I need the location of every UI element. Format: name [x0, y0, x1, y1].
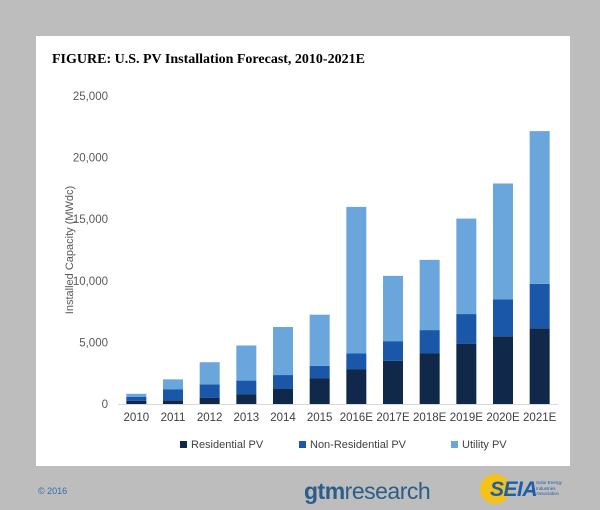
bar-residential-pv [346, 369, 367, 404]
bar-residential-pv [126, 400, 147, 404]
bar-non-residential-pv [273, 375, 293, 389]
bar-utility-pv [236, 345, 257, 381]
bar-residential-pv [383, 360, 403, 404]
bar-non-residential-pv [529, 283, 550, 329]
x-tick-label: 2011 [161, 412, 186, 424]
copyright-text: © 2016 [38, 486, 68, 496]
bar-utility-pv [383, 275, 403, 342]
bar-non-residential-pv [419, 330, 440, 354]
gtm-logo-part2: research [344, 478, 431, 504]
bar-utility-pv [126, 393, 147, 397]
bar-utility-pv [419, 259, 440, 331]
bar-utility-pv [346, 206, 367, 354]
seia-logo: SEIA Solar Energy Industries Association [480, 472, 570, 508]
legend-swatch [299, 441, 306, 448]
chart-card [36, 36, 570, 466]
y-tick-label: 20,000 [73, 153, 108, 165]
y-tick-label: 15,000 [73, 214, 108, 226]
bar-non-residential-pv [346, 353, 367, 370]
bar-non-residential-pv [126, 396, 147, 401]
x-tick-label: 2018E [413, 412, 447, 424]
bar-non-residential-pv [199, 384, 220, 398]
bar-utility-pv [493, 183, 513, 300]
y-tick-label: 10,000 [73, 276, 108, 288]
y-tick-label: 5,000 [79, 337, 108, 349]
bar-utility-pv [273, 327, 293, 376]
y-tick-label: 25,000 [73, 91, 108, 103]
bar-residential-pv [199, 397, 220, 404]
legend-label: Utility PV [462, 439, 507, 451]
bar-utility-pv [309, 314, 330, 366]
bar-utility-pv [163, 379, 183, 390]
bar-non-residential-pv [309, 365, 330, 379]
bar-non-residential-pv [493, 299, 513, 337]
legend-swatch [451, 441, 458, 448]
y-tick-label: 0 [102, 399, 108, 411]
x-tick-label: 2010 [124, 412, 150, 424]
x-tick-label: 2021E [523, 412, 557, 424]
bar-residential-pv [163, 400, 183, 404]
gtm-logo-part1: gtm [304, 478, 345, 504]
bar-non-residential-pv [236, 380, 257, 395]
bar-non-residential-pv [383, 341, 403, 361]
bar-residential-pv [236, 394, 257, 404]
seia-sun-icon [480, 474, 510, 504]
x-tick-label: 2014 [270, 412, 296, 424]
legend-label: Residential PV [191, 439, 264, 451]
bar-residential-pv [273, 388, 293, 404]
seia-logo-text: SEIA [490, 478, 538, 501]
legend-swatch [180, 441, 187, 448]
bar-utility-pv [529, 131, 550, 284]
bar-utility-pv [456, 218, 477, 315]
x-tick-label: 2013 [234, 412, 260, 424]
x-tick-label: 2019E [450, 412, 484, 424]
bar-residential-pv [493, 336, 513, 404]
bar-non-residential-pv [456, 314, 477, 344]
bar-residential-pv [529, 328, 550, 404]
legend-label: Non-Residential PV [310, 439, 407, 451]
x-tick-label: 2012 [197, 412, 223, 424]
y-axis-title: Installed Capacity (MWdc) [64, 186, 76, 314]
seia-logo-subtext: Solar Energy Industries Association [536, 480, 563, 496]
bar-residential-pv [456, 343, 477, 404]
x-tick-label: 2016E [340, 412, 374, 424]
figure-title: FIGURE: U.S. PV Installation Forecast, 2… [52, 52, 365, 67]
x-tick-label: 2020E [486, 412, 520, 424]
bar-utility-pv [199, 362, 220, 385]
x-tick-label: 2015 [307, 412, 333, 424]
bar-residential-pv [419, 353, 440, 404]
bar-residential-pv [309, 378, 330, 404]
x-tick-label: 2017E [376, 412, 410, 424]
gtm-research-logo: gtmresearch [304, 478, 431, 505]
bar-non-residential-pv [163, 389, 183, 401]
